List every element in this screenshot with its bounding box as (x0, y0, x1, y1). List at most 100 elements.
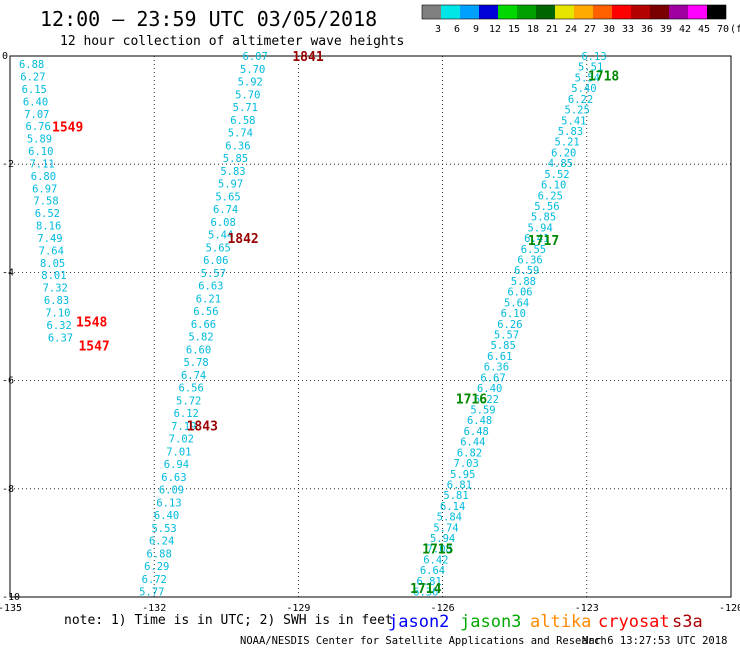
wave-height-value: 7.01 (166, 446, 191, 458)
wave-height-value: 5.21 (554, 137, 579, 149)
wave-height-value: 6.61 (487, 351, 512, 363)
wave-height-value: 6.48 (464, 426, 489, 438)
colorbar-swatch (593, 5, 612, 19)
wave-height-value: 6.10 (501, 308, 526, 320)
wave-height-value: 6.66 (191, 319, 216, 331)
wave-height-value: 6.37 (48, 332, 73, 344)
wave-height-value: 6.40 (477, 383, 502, 395)
colorbar-label: 3 (435, 24, 441, 35)
wave-height-value: 5.53 (151, 523, 176, 535)
wave-height-value: 6.74 (181, 370, 206, 382)
wave-height-value: 6.22 (474, 394, 499, 406)
wave-height-value: 6.64 (420, 565, 445, 577)
wave-height-value: 5.59 (470, 404, 495, 416)
wave-height-value: 5.70 (240, 64, 265, 76)
wave-height-value: 5.82 (188, 332, 213, 344)
colorbar-swatch (555, 5, 574, 19)
wave-height-value: 6.36 (225, 140, 250, 152)
wave-height-value: 6.13 (581, 51, 606, 63)
legend-s3a: s3a (672, 612, 703, 632)
wave-height-value: 6.13 (156, 497, 181, 509)
colorbar-swatch (422, 5, 441, 19)
colorbar-label: 39 (660, 24, 672, 35)
wave-height-value: 4.85 (548, 158, 573, 170)
wave-height-value: 6.26 (497, 319, 522, 331)
wave-height-value: 7.03 (454, 458, 479, 470)
colorbar-swatch (650, 5, 669, 19)
satellite-legend: jason2 jason3 altika cryosat s3a (388, 612, 703, 632)
colorbar-label: 45 (698, 24, 710, 35)
pass-time-label: 1717 (528, 234, 559, 249)
wave-height-value: 8.16 (36, 221, 61, 233)
wave-height-value: 6.27 (20, 72, 45, 84)
wave-height-value: 5.85 (491, 340, 516, 352)
credit-text: NOAA/NESDIS Center for Satellite Applica… (240, 635, 607, 647)
wave-height-value: 5.83 (558, 126, 583, 138)
wave-height-value: 5.64 (504, 297, 529, 309)
colorbar-swatch (688, 5, 707, 19)
colorbar-label: 36 (641, 24, 653, 35)
colorbar-label: 9 (473, 24, 479, 35)
wave-height-value: 6.40 (23, 96, 48, 108)
wave-height-value: 6.63 (161, 472, 186, 484)
wave-height-value: 7.10 (45, 307, 70, 319)
wave-height-value: 7.32 (43, 283, 68, 295)
pass-time-label: 1842 (227, 232, 258, 247)
colorbar-label: 6 (454, 24, 460, 35)
x-tick-label: -126 (431, 603, 455, 614)
wave-height-value: 5.56 (534, 201, 559, 213)
x-tick-label: -132 (142, 603, 166, 614)
wave-height-value: 5.57 (201, 268, 226, 280)
wave-height-value: 6.48 (467, 415, 492, 427)
pass-time-label: 1548 (76, 316, 107, 331)
wave-height-value: 5.89 (27, 134, 52, 146)
chart-subtitle: 12 hour collection of altimeter wave hei… (60, 34, 404, 49)
colorbar-label: 18 (527, 24, 539, 35)
wave-height-value: 5.41 (561, 115, 586, 127)
colorbar-swatch (631, 5, 650, 19)
wave-height-value: 6.36 (517, 255, 542, 267)
legend-cryosat: cryosat (598, 612, 670, 632)
pass-time-label: 1718 (588, 70, 619, 85)
footnote: note: 1) Time is in UTC; 2) SWH is in fe… (64, 613, 393, 628)
wave-height-value: 6.24 (149, 536, 174, 548)
colorbar-label: 70 (717, 24, 729, 35)
colorbar-label: (ft) (730, 24, 740, 35)
wave-height-value: 6.59 (514, 265, 539, 277)
wave-height-value: 6.40 (154, 510, 179, 522)
wave-height-value: 6.88 (147, 548, 172, 560)
wave-height-value: 5.25 (565, 105, 590, 117)
pass-time-label: 1843 (187, 420, 218, 435)
colorbar-label: 27 (584, 24, 596, 35)
wave-height-value: 7.07 (24, 109, 49, 121)
wave-height-value: 7.02 (169, 434, 194, 446)
y-tick-label: 0 (2, 51, 8, 62)
colorbar-swatch (460, 5, 479, 19)
colorbar-swatch (574, 5, 593, 19)
wave-height-value: 5.95 (450, 469, 475, 481)
y-tick-label: -8 (2, 484, 14, 495)
colorbar-label: 33 (622, 24, 634, 35)
wave-height-value: 7.58 (33, 196, 58, 208)
wave-height-value: 5.40 (571, 83, 596, 95)
wave-height-value: 7.64 (39, 245, 64, 257)
x-tick-label: -120 (719, 603, 740, 614)
wave-height-value: 5.54 (575, 72, 600, 84)
colorbar-swatch (441, 5, 460, 19)
wave-height-value: 6.12 (174, 408, 199, 420)
x-tick-label: -123 (575, 603, 599, 614)
chart-title: 12:00 – 23:59 UTC 03/05/2018 (40, 7, 377, 31)
wave-height-value: 5.84 (437, 512, 462, 524)
wave-height-value: 5.74 (433, 522, 458, 534)
wave-height-value: 5.97 (218, 179, 243, 191)
wave-height-value: 6.22 (568, 94, 593, 106)
wave-height-value: 6.29 (144, 561, 169, 573)
wave-height-value: 6.07 (242, 51, 267, 63)
wave-height-value: 6.21 (196, 293, 221, 305)
colorbar-label: 30 (603, 24, 615, 35)
wave-height-value: 6.42 (423, 554, 448, 566)
wave-height-value: 5.65 (206, 242, 231, 254)
wave-height-value: 5.52 (544, 169, 569, 181)
wave-height-value: 5.74 (228, 128, 253, 140)
colorbar-swatch (536, 5, 555, 19)
